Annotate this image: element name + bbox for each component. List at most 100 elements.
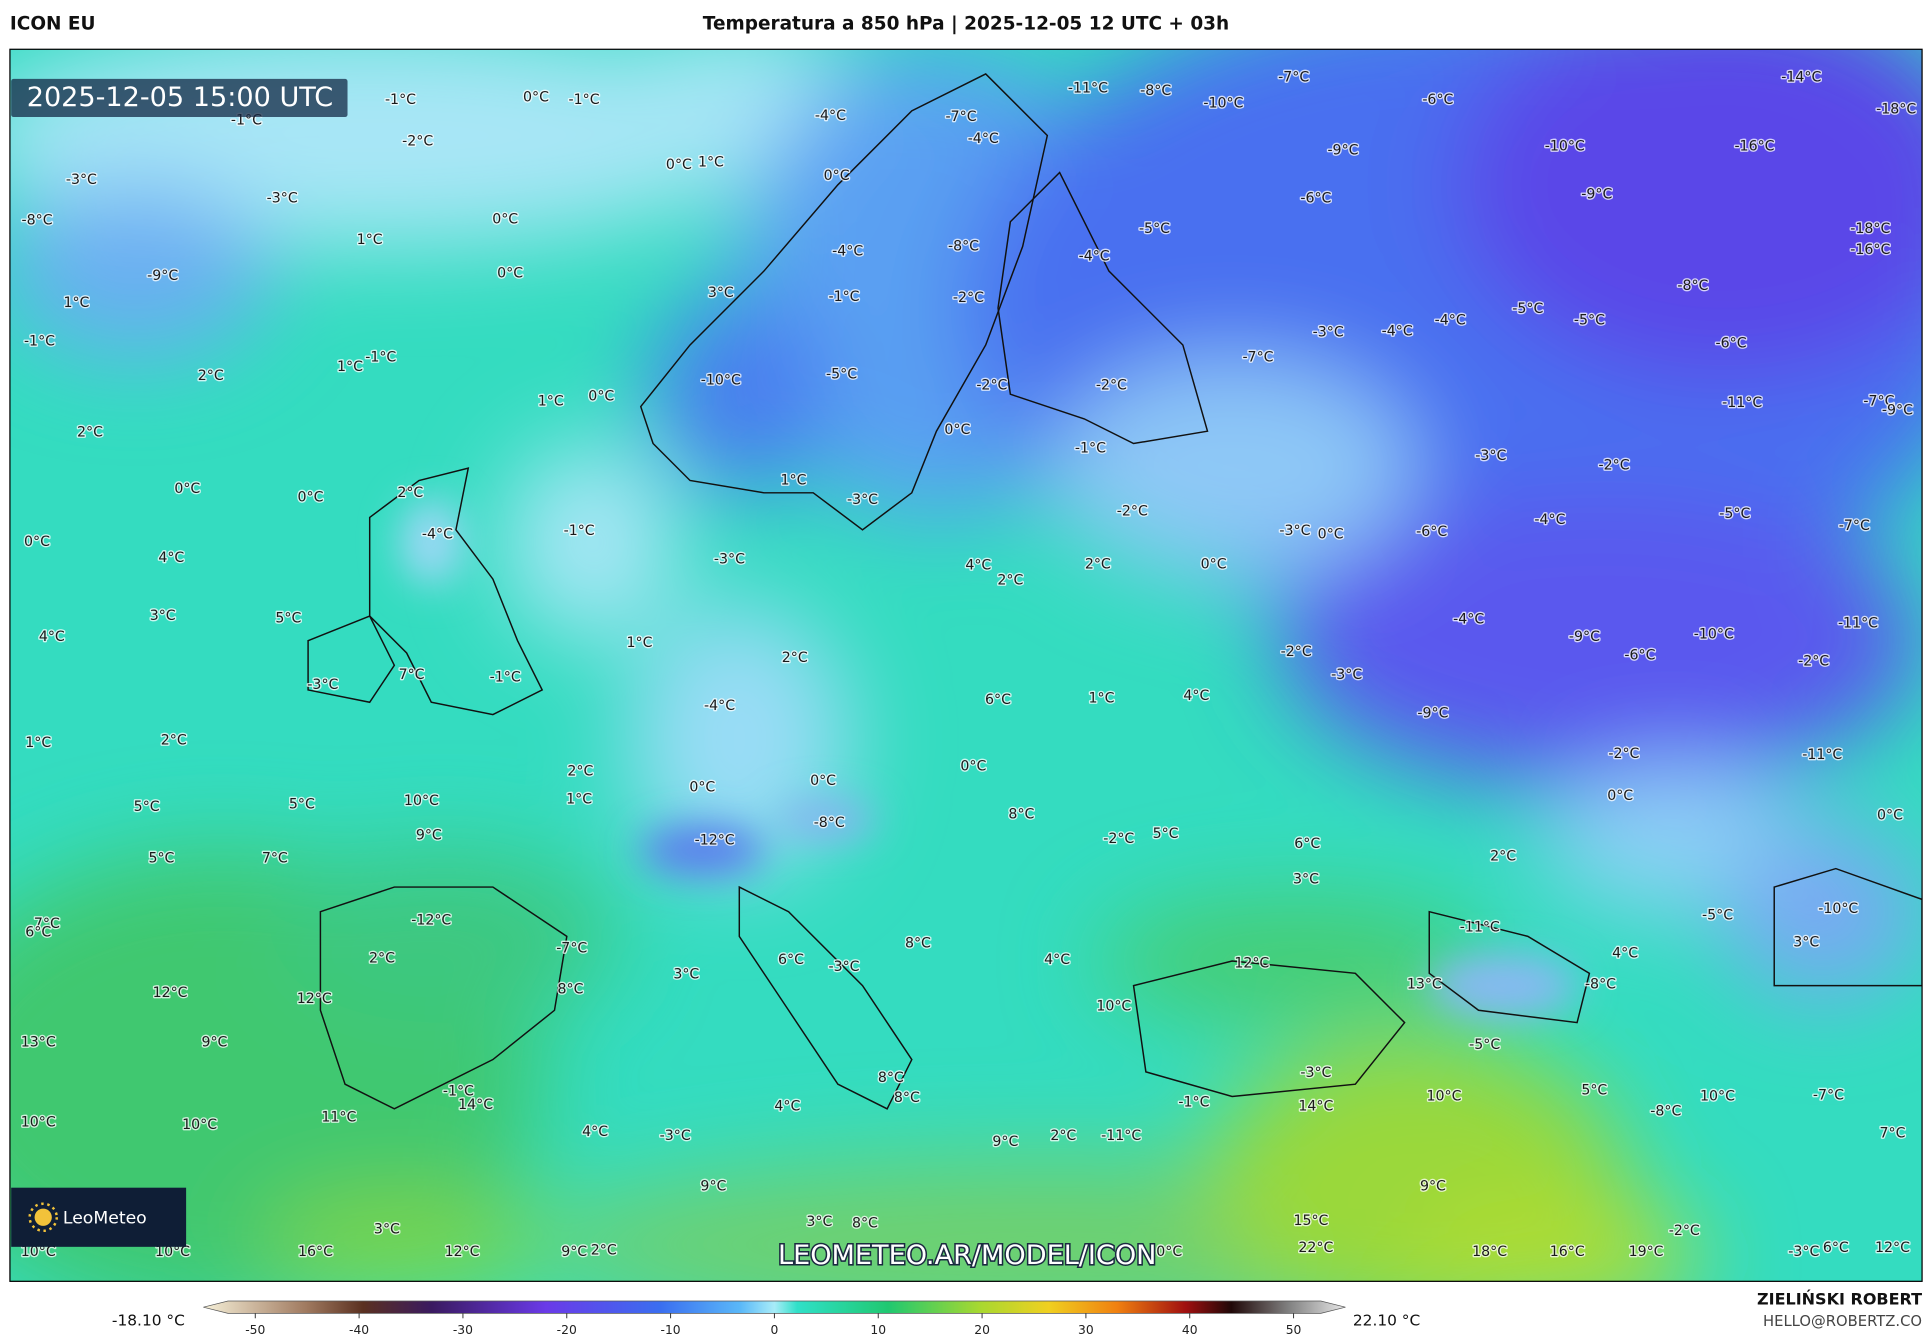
temperature-label: 10°C bbox=[182, 1117, 217, 1133]
temperature-label: 0°C bbox=[1318, 527, 1344, 543]
watermark: LEOMETEO.AR/MODEL/ICON bbox=[778, 1240, 1156, 1271]
temperature-label: 3°C bbox=[150, 608, 176, 624]
temperature-label: 0°C bbox=[1201, 556, 1227, 572]
colorbar-max: 22.10 °C bbox=[1353, 1311, 1420, 1329]
temperature-label: -3°C bbox=[307, 677, 338, 693]
temperature-label: -7°C bbox=[1863, 394, 1894, 410]
temperature-label: 2°C bbox=[161, 732, 187, 748]
temperature-label: 2°C bbox=[567, 763, 593, 779]
temperature-label: 1°C bbox=[1089, 691, 1115, 707]
temperature-label: -3°C bbox=[1475, 448, 1506, 464]
temperature-label: 2°C bbox=[1490, 848, 1516, 864]
temperature-label: 10°C bbox=[21, 1114, 56, 1130]
logo-text: LeoMeteo bbox=[63, 1208, 147, 1228]
temperature-label: -5°C bbox=[1512, 301, 1543, 317]
temperature-label: 4°C bbox=[582, 1124, 608, 1140]
temperature-label: 9°C bbox=[201, 1034, 227, 1050]
temperature-label: -3°C bbox=[660, 1128, 691, 1144]
temperature-label: -4°C bbox=[815, 108, 846, 124]
temperature-label: 6°C bbox=[778, 952, 804, 968]
temperature-label: -11°C bbox=[1802, 747, 1842, 763]
author: ZIELIŃSKI ROBERT bbox=[1757, 1289, 1922, 1308]
temperature-label: 2°C bbox=[397, 485, 423, 501]
temperature-label: -9°C bbox=[1417, 705, 1448, 721]
temperature-label: -9°C bbox=[1327, 142, 1358, 158]
temperature-label: -5°C bbox=[1469, 1037, 1500, 1053]
temperature-label: 2°C bbox=[591, 1243, 617, 1259]
temperature-label: 4°C bbox=[1183, 688, 1209, 704]
temperature-label: 12°C bbox=[1234, 955, 1269, 971]
colorbar-tick-label: -10 bbox=[661, 1323, 681, 1337]
temperature-label: 4°C bbox=[774, 1098, 800, 1114]
temperature-label: 18°C bbox=[1472, 1244, 1507, 1260]
temperature-label: -3°C bbox=[828, 959, 859, 975]
temperature-label: 0°C bbox=[497, 266, 523, 282]
temperature-label: 4°C bbox=[158, 550, 184, 566]
temperature-label: 10°C bbox=[1096, 999, 1131, 1015]
temperature-label: 6°C bbox=[25, 925, 51, 941]
temperature-label: 13°C bbox=[21, 1034, 56, 1050]
colorbar-tick-label: -40 bbox=[349, 1323, 369, 1337]
temperature-label: -7°C bbox=[1839, 518, 1870, 534]
temperature-label: -2°C bbox=[402, 134, 433, 150]
temperature-label: 14°C bbox=[458, 1097, 493, 1113]
logo-sun bbox=[28, 1202, 58, 1233]
map-title: Temperatura a 850 hPa | 2025-12-05 12 UT… bbox=[703, 14, 1229, 35]
temperature-label: 4°C bbox=[965, 558, 991, 574]
temperature-label: 0°C bbox=[824, 168, 850, 184]
colorbar: -50 -40 -30 -20 -10 0 10 20 30 40 50 bbox=[203, 1300, 1346, 1337]
temperature-label: -12°C bbox=[411, 912, 451, 928]
temperature-label: -4°C bbox=[1435, 312, 1466, 328]
temperature-label: -10°C bbox=[701, 373, 741, 389]
temperature-label: 0°C bbox=[1877, 808, 1903, 824]
temperature-label: 1°C bbox=[698, 155, 724, 171]
temperature-label: -1°C bbox=[569, 92, 600, 108]
temperature-label: -7°C bbox=[1242, 349, 1273, 365]
temperature-label: 5°C bbox=[1581, 1082, 1607, 1098]
temperature-label: 0°C bbox=[523, 89, 549, 105]
temperature-label: 0°C bbox=[588, 389, 614, 405]
temperature-label: -2°C bbox=[1281, 644, 1312, 660]
temperature-label: -9°C bbox=[1581, 187, 1612, 203]
temperature-label: 10°C bbox=[155, 1244, 190, 1260]
temperature-label: -4°C bbox=[1079, 248, 1110, 264]
temperature-label: -1°C bbox=[385, 92, 416, 108]
temperature-label: 8°C bbox=[1008, 806, 1034, 822]
temperature-label: 5°C bbox=[134, 799, 160, 815]
temperature-label: 6°C bbox=[1823, 1240, 1849, 1256]
temperature-label: -10°C bbox=[1818, 901, 1858, 917]
temperature-label: -4°C bbox=[1534, 512, 1565, 528]
temperature-label: -3°C bbox=[1788, 1244, 1819, 1260]
temperature-label: -9°C bbox=[147, 268, 178, 284]
temperature-label: 1°C bbox=[337, 359, 363, 375]
temperature-label: 2°C bbox=[1050, 1128, 1076, 1144]
temperature-label: -5°C bbox=[826, 367, 857, 383]
temperature-label: 12°C bbox=[153, 985, 188, 1001]
temperature-label: -1°C bbox=[24, 333, 55, 349]
temperature-label: 22°C bbox=[1298, 1240, 1333, 1256]
temperature-label: 9°C bbox=[1420, 1178, 1446, 1194]
temperature-label: -11°C bbox=[1068, 81, 1108, 97]
temperature-label: -11°C bbox=[1101, 1128, 1141, 1144]
temperature-label: -10°C bbox=[1694, 627, 1734, 643]
temperature-label: -7°C bbox=[1278, 70, 1309, 86]
temperature-label: -2°C bbox=[953, 290, 984, 306]
temperature-label: -2°C bbox=[1096, 378, 1127, 394]
temperature-label: -4°C bbox=[832, 243, 863, 259]
temperature-label: 8°C bbox=[905, 936, 931, 952]
temperature-label: -10°C bbox=[1203, 95, 1243, 111]
temperature-label: 0°C bbox=[689, 779, 715, 795]
temperature-label: -9°C bbox=[1569, 629, 1600, 645]
temperature-label: -2°C bbox=[1103, 831, 1134, 847]
temperature-label: -1°C bbox=[1075, 440, 1106, 456]
temperature-label: -8°C bbox=[948, 238, 979, 254]
temperature-label: -6°C bbox=[1422, 92, 1453, 108]
temperature-label: 8°C bbox=[894, 1090, 920, 1106]
temperature-label: 0°C bbox=[24, 534, 50, 550]
temperature-label: 2°C bbox=[77, 424, 103, 440]
temperature-label: 1°C bbox=[781, 472, 807, 488]
temperature-label: 0°C bbox=[298, 490, 324, 506]
temperature-label: 10°C bbox=[1427, 1089, 1462, 1105]
temperature-label: -7°C bbox=[946, 109, 977, 125]
temperature-label: -5°C bbox=[1702, 907, 1733, 923]
